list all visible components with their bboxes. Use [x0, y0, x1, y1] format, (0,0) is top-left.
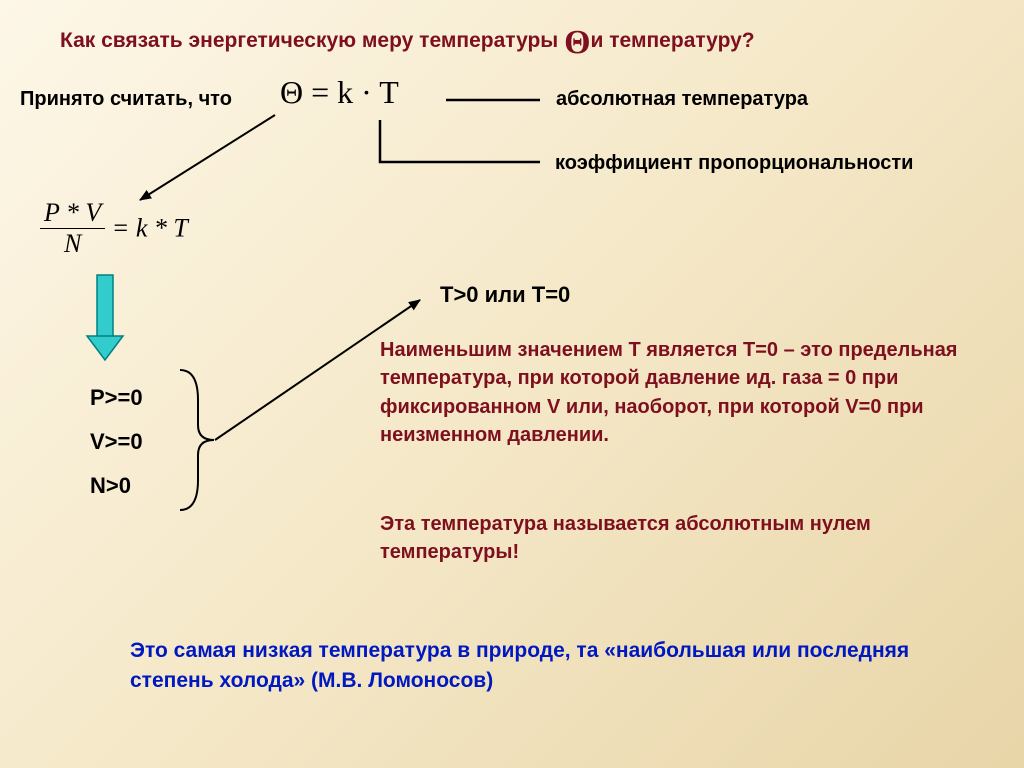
bottom-quote: Это самая низкая температура в природе, … [130, 636, 910, 697]
pv-over-n-formula: P * V N = k * T [40, 198, 188, 259]
t-condition: T>0 или T=0 [440, 282, 570, 308]
explanation-paragraph-1: Наименьшим значением Т является Т=0 – эт… [380, 336, 960, 450]
absolute-temperature-label: абсолютная температура [556, 88, 808, 111]
fraction: P * V N [40, 198, 105, 259]
theta-symbol: Θ [564, 24, 590, 61]
condition-p: P>=0 [90, 376, 143, 420]
title-part1: Как связать энергетическую меру температ… [60, 29, 564, 52]
fraction-rhs: = k * T [105, 214, 188, 243]
theta-formula: Θ = k · T [280, 74, 399, 111]
fraction-denominator: N [40, 228, 105, 259]
arrow-theta-to-formula-icon [140, 115, 275, 200]
explanation-paragraph-2: Эта температура называется абсолютным ну… [380, 510, 960, 567]
condition-v: V>=0 [90, 420, 143, 464]
pvn-conditions: P>=0 V>=0 N>0 [90, 376, 143, 508]
title-part2: и температуру? [591, 29, 755, 52]
condition-n: N>0 [90, 464, 143, 508]
curly-brace-icon [180, 370, 214, 510]
slide-title: Как связать энергетическую меру температ… [60, 24, 755, 62]
cyan-down-arrow-icon [87, 275, 123, 360]
intro-text: Принято считать, что [20, 88, 232, 111]
fraction-numerator: P * V [40, 198, 105, 228]
proportionality-coefficient-label: коэффициент пропорциональности [555, 152, 913, 175]
elbow-k-to-coefficient-icon [380, 120, 540, 162]
